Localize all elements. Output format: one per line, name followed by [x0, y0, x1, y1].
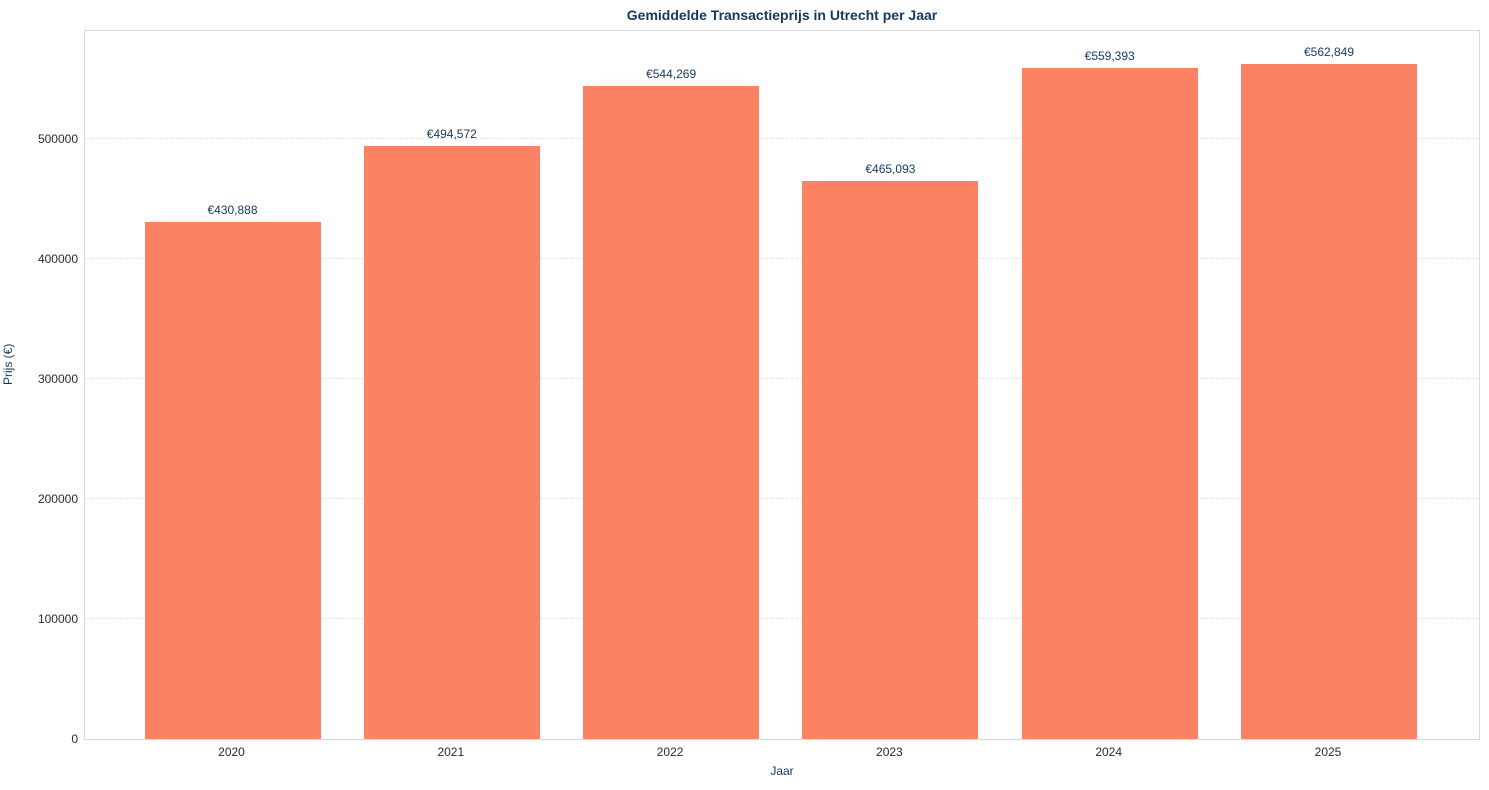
plot-area: €430,888 €494,572 €544,269 €465,093 €559,393… [84, 30, 1480, 740]
y-tick-label: 0 [71, 732, 78, 746]
x-axis-label: Jaar [770, 764, 794, 778]
x-tick-label: 2020 [218, 745, 245, 759]
bar-2023 [802, 180, 979, 739]
y-tick-label: 100000 [37, 612, 78, 626]
x-tick-label: 2021 [437, 745, 465, 759]
bar-2025 [1241, 63, 1417, 739]
bar-2024 [1021, 67, 1198, 739]
bar-value-label: €430,888 [207, 202, 258, 217]
bar-value-label: €562,849 [1303, 44, 1355, 59]
bar-2021 [363, 145, 540, 739]
gridline [85, 498, 1479, 499]
bar-value-label: €494,572 [426, 126, 477, 141]
bar-value-label: €544,269 [646, 66, 697, 81]
bar-value-label: €465,093 [865, 161, 916, 176]
y-tick-label: 200000 [37, 492, 78, 506]
y-tick-label: 400000 [37, 252, 78, 266]
gridline [85, 138, 1479, 139]
x-tick-label: 2025 [1314, 745, 1342, 759]
gridline [85, 618, 1479, 619]
bar-2020 [144, 221, 321, 739]
chart-title: Gemiddelde Transactieprijs in Utrecht pe… [626, 7, 938, 23]
x-tick-label: 2022 [656, 745, 684, 759]
y-tick-label: 300000 [37, 372, 78, 386]
y-tick-label: 500000 [37, 132, 78, 146]
bar-2022 [583, 85, 760, 739]
x-tick-label: 2024 [1095, 745, 1123, 759]
gridline [85, 378, 1479, 379]
x-tick-label: 2023 [876, 745, 903, 759]
gridline [85, 258, 1479, 259]
bar-value-label: €559,393 [1084, 48, 1135, 63]
